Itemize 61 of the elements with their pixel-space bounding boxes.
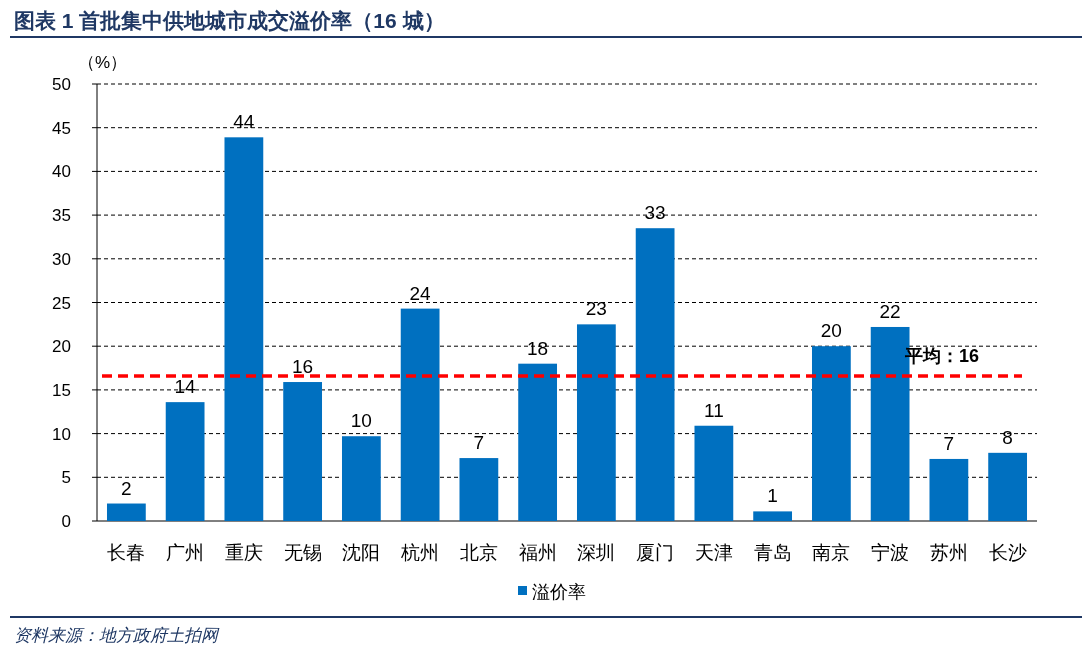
x-tick-label: 深圳 xyxy=(577,542,616,563)
bar xyxy=(988,452,1028,521)
bar xyxy=(283,382,323,521)
x-tick-label: 天津 xyxy=(694,542,733,563)
bar xyxy=(929,458,969,521)
x-tick-label: 福州 xyxy=(518,542,557,563)
y-tick-label: 35 xyxy=(52,206,71,226)
data-label: 16 xyxy=(292,356,314,378)
data-label: 14 xyxy=(174,376,197,398)
chart-title: 图表 1 首批集中供地城市成交溢价率（16 城） xyxy=(14,9,445,32)
y-tick-label: 5 xyxy=(61,468,71,488)
x-tick-label: 重庆 xyxy=(224,542,263,563)
x-tick-label: 长沙 xyxy=(988,542,1027,563)
data-label: 18 xyxy=(527,337,549,359)
data-label: 22 xyxy=(879,300,901,322)
x-tick-label: 沈阳 xyxy=(342,542,381,563)
data-label: 33 xyxy=(644,202,666,224)
y-tick-label: 0 xyxy=(61,512,71,531)
bar xyxy=(400,308,440,521)
y-tick-label: 30 xyxy=(52,249,71,269)
data-label: 1 xyxy=(767,485,778,507)
data-label: 20 xyxy=(820,320,842,342)
legend-label: 溢价率 xyxy=(532,582,586,602)
bar xyxy=(341,436,381,521)
y-tick-label: 50 xyxy=(52,75,71,94)
bar xyxy=(635,228,675,521)
bar xyxy=(753,511,793,521)
data-label: 2 xyxy=(121,477,132,499)
data-label: 7 xyxy=(943,432,955,454)
y-tick-label: 25 xyxy=(52,293,71,313)
bar xyxy=(811,346,851,521)
bar xyxy=(459,458,499,521)
x-tick-label: 宁波 xyxy=(871,542,910,563)
y-tick-label: 40 xyxy=(52,162,71,182)
data-label: 11 xyxy=(704,399,724,421)
bar xyxy=(106,503,146,521)
bar xyxy=(518,363,558,521)
y-tick-label: 15 xyxy=(52,380,71,400)
data-label: 10 xyxy=(350,410,372,432)
x-tick-label: 南京 xyxy=(812,542,851,563)
text: 资料来源：地方政府土拍网 xyxy=(14,626,220,645)
data-label: 7 xyxy=(473,432,485,454)
data-label: 24 xyxy=(409,282,432,304)
bar xyxy=(576,324,616,521)
bar xyxy=(224,137,264,521)
x-tick-label: 苏州 xyxy=(929,542,968,563)
y-tick-label: 45 xyxy=(52,118,71,138)
x-tick-label: 杭州 xyxy=(400,542,440,563)
x-tick-label: 无锡 xyxy=(283,542,322,563)
bar xyxy=(694,425,734,521)
data-label: 8 xyxy=(1002,426,1013,448)
y-tick-label: 10 xyxy=(52,424,71,444)
x-tick-label: 长春 xyxy=(107,542,146,563)
x-tick-label: 广州 xyxy=(166,542,205,563)
x-tick-label: 北京 xyxy=(459,542,498,563)
bar xyxy=(165,402,205,521)
x-tick-label: 青岛 xyxy=(753,542,792,563)
y-tick-label: 20 xyxy=(52,337,71,357)
x-tick-label: 厦门 xyxy=(636,542,675,563)
y-axis-title: （%） xyxy=(78,53,128,72)
data-label: 44 xyxy=(233,111,255,133)
